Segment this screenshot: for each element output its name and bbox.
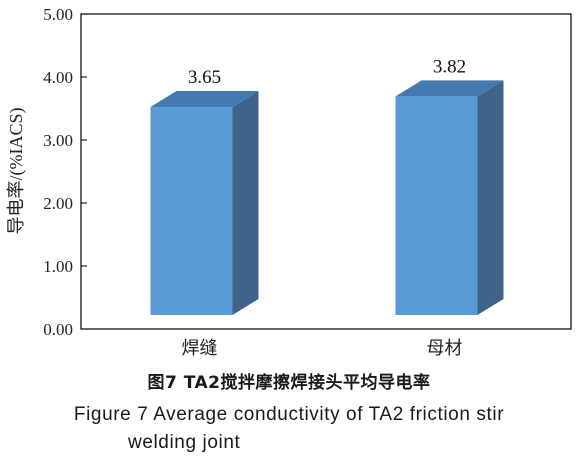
bar-top-face: [395, 80, 504, 97]
y-tick-label: 2.00: [43, 194, 73, 213]
bar: [150, 107, 233, 315]
y-tick-label: 5.00: [43, 5, 73, 24]
y-tick-label: 0.00: [43, 320, 73, 339]
y-tick-label: 4.00: [43, 68, 73, 87]
bar: [395, 96, 478, 315]
bar-side-face: [477, 80, 504, 315]
caption-english-line1: Figure 7 Average conductivity of TA2 fri…: [73, 404, 505, 425]
data-label: 3.65: [188, 67, 221, 88]
x-category-label: 母材: [427, 338, 463, 359]
data-labels: 3.65 3.82: [188, 56, 466, 88]
caption-chinese: 图7 TA2搅拌摩擦焊接头平均导电率: [147, 373, 431, 393]
bar-side-face: [232, 91, 259, 315]
y-axis-title: 导电率/(%IACS): [6, 108, 27, 235]
bars-group: [150, 80, 504, 315]
y-tick-label: 3.00: [43, 131, 73, 150]
bar-top-face: [150, 91, 259, 108]
x-axis-labels: 焊缝 母材: [182, 338, 463, 359]
y-tick-label: 1.00: [43, 257, 73, 276]
x-category-label: 焊缝: [182, 338, 218, 359]
data-label: 3.82: [433, 56, 466, 77]
y-axis-ticks: 0.00 1.00 2.00 3.00 4.00 5.00: [43, 5, 87, 339]
caption-english-line2: welding joint: [128, 432, 241, 453]
plot-frame: [80, 13, 572, 330]
